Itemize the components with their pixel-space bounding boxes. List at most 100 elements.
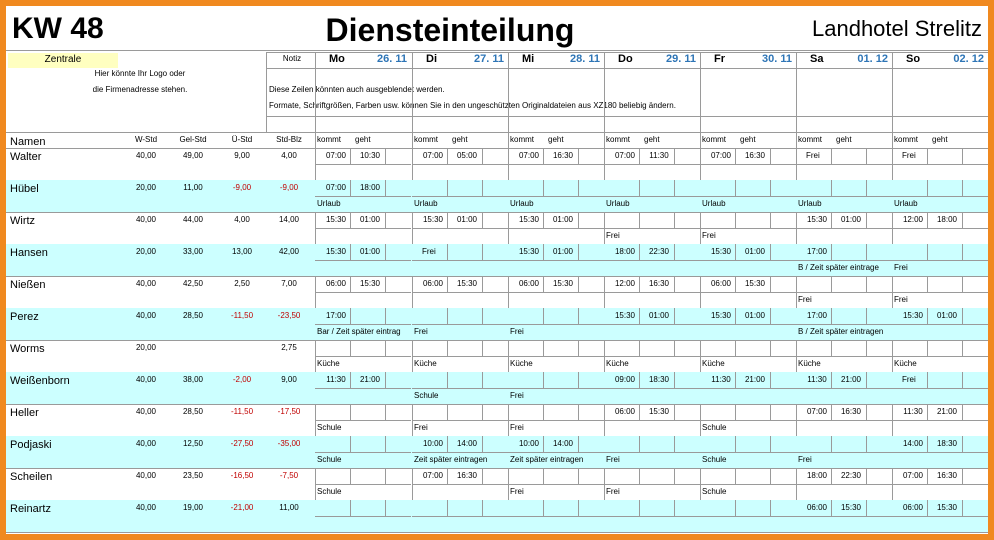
day-date: 26. 11 [377, 53, 407, 65]
w-header: W-Std [134, 135, 158, 144]
kommt-time: 07:00 [518, 151, 540, 160]
geht-time: 15:30 [359, 279, 381, 288]
grid-line [543, 436, 544, 452]
grid-line [796, 196, 892, 197]
geht-time: 01:00 [744, 311, 766, 320]
grid-line [604, 516, 700, 517]
grid-line [866, 180, 867, 196]
grid-line [482, 404, 483, 420]
grid-line [831, 212, 832, 228]
kommt-time: 06:00 [518, 279, 540, 288]
grid-line [482, 180, 483, 196]
grid-line [508, 260, 604, 261]
grid-line [482, 372, 483, 388]
grid-line [412, 420, 508, 421]
grid-line [508, 420, 604, 421]
grid-line [447, 180, 448, 196]
grid-line [700, 196, 796, 197]
grid-line [385, 404, 386, 420]
kommt-time: 07:00 [325, 151, 347, 160]
grid-line [674, 180, 675, 196]
gel-value: 44,00 [182, 215, 204, 224]
grid-line [578, 244, 579, 260]
kommt-time: Frei [902, 375, 916, 384]
grid-line [892, 196, 988, 197]
gel-header: Gel-Std [179, 135, 207, 144]
grid-line [866, 468, 867, 484]
geht-time: 05:00 [456, 151, 478, 160]
grid-line [350, 212, 351, 228]
grid-line [927, 404, 928, 420]
grid-line [350, 436, 351, 452]
geht-time: 01:00 [552, 215, 574, 224]
grid-line [6, 404, 988, 405]
grid-line [927, 244, 928, 260]
grid-line [508, 292, 604, 293]
employee-name: Walter [10, 151, 42, 163]
kommt-time: 11:30 [807, 375, 827, 384]
grid-line [831, 276, 832, 292]
day-note: Schule [317, 455, 342, 464]
day-note: Urlaub [414, 199, 438, 208]
grid-line [315, 388, 411, 389]
grid-line [892, 388, 988, 389]
grid-line [412, 164, 508, 165]
grid-line [350, 276, 351, 292]
grid-line [482, 276, 483, 292]
employee-name: Podjaski [10, 439, 52, 451]
grid-line [543, 276, 544, 292]
grid-line [385, 180, 386, 196]
day-date: 28. 11 [570, 53, 600, 65]
grid-line [385, 372, 386, 388]
geht-time: 16:30 [744, 151, 766, 160]
grid-line [385, 244, 386, 260]
gel-value: 28,50 [182, 311, 204, 320]
grid-line [315, 260, 411, 261]
kommt-time: 15:30 [710, 247, 732, 256]
blz-value: 7,00 [281, 279, 297, 288]
kommt-time: Frei [902, 151, 916, 160]
blz-value: 2,75 [281, 343, 297, 352]
geht-time: 10:30 [359, 151, 381, 160]
grid-line [962, 276, 963, 292]
grid-line [447, 212, 448, 228]
ue-value: -11,50 [230, 311, 254, 320]
employee-name: Weißenborn [10, 375, 70, 387]
blz-value: -9,00 [279, 183, 299, 192]
ue-value: -27,50 [230, 439, 254, 448]
grid-line [700, 484, 796, 485]
day-note: Urlaub [798, 199, 822, 208]
grid-line [412, 452, 508, 453]
blz-value: 42,00 [278, 247, 300, 256]
day-note: Schule [414, 391, 439, 400]
geht-time: 15:30 [648, 407, 670, 416]
geht-time: 21:00 [359, 375, 381, 384]
geht-time: 22:30 [840, 471, 862, 480]
grid-line [927, 340, 928, 356]
grid-line [350, 308, 351, 324]
grid-line [700, 388, 796, 389]
grid-line [770, 436, 771, 452]
grid-line [962, 404, 963, 420]
grid-line [796, 516, 892, 517]
grid-line [639, 468, 640, 484]
geht-time: 15:30 [552, 279, 574, 288]
kommt-header: kommt [414, 135, 438, 144]
kommt-time: 15:30 [902, 311, 924, 320]
grid-line [831, 436, 832, 452]
grid-line [770, 500, 771, 516]
day-date: 02. 12 [953, 53, 984, 65]
kommt-time: 15:30 [710, 311, 732, 320]
grid-line [315, 452, 411, 453]
grid-line [674, 308, 675, 324]
geht-time: 15:30 [936, 503, 958, 512]
grid-line [315, 196, 411, 197]
blz-value: 11,00 [279, 503, 299, 512]
grid-line [447, 244, 448, 260]
grid-line [315, 228, 411, 229]
grid-line [962, 244, 963, 260]
grid-line [639, 276, 640, 292]
bottom-fill [6, 533, 988, 534]
geht-time: 15:30 [744, 279, 766, 288]
day-note: Küche [510, 359, 533, 368]
